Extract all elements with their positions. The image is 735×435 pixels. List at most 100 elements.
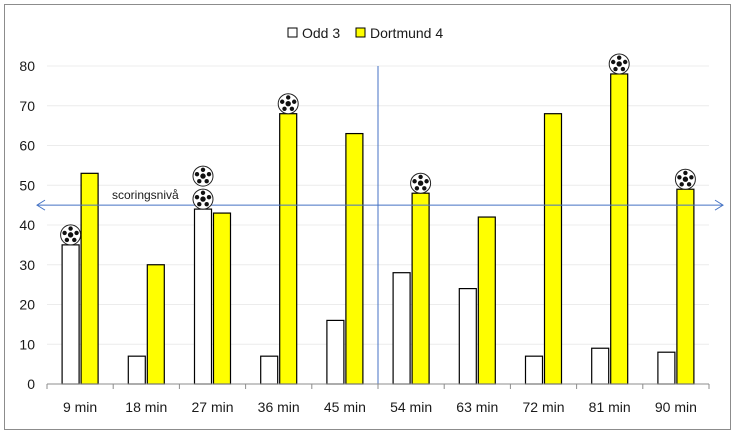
legend-label: Dortmund 4 [370, 25, 443, 41]
bar-dortmund [676, 188, 695, 385]
y-tick-label: 70 [19, 98, 35, 114]
bar-dortmund [477, 216, 496, 385]
bar-odd [326, 319, 345, 385]
x-tick-label: 81 min [589, 399, 631, 415]
x-tick-label: 18 min [125, 399, 167, 415]
soccer-ball-icon [608, 53, 630, 75]
ball-patch [280, 99, 285, 104]
arrow-left-icon [36, 199, 46, 211]
ball-patch [611, 59, 616, 65]
ball-patch [286, 95, 291, 100]
bar-odd [193, 208, 213, 385]
ball-patch [194, 194, 200, 200]
ball-patch [204, 201, 209, 207]
soccer-ball-icon [192, 165, 214, 187]
axes [46, 383, 710, 389]
ball-patch [74, 230, 79, 236]
legend: Odd 3 Dortmund 4 [287, 25, 443, 41]
bar-dortmund [345, 132, 364, 385]
ball-patch [282, 106, 287, 111]
bar-odd [524, 355, 544, 385]
bars [61, 73, 695, 385]
ball-patch [289, 106, 295, 111]
bar-odd [392, 272, 411, 385]
x-tick-label: 90 min [655, 399, 697, 415]
ball-patch [62, 230, 67, 236]
x-tick-label: 63 min [456, 399, 498, 415]
ball-patch [620, 66, 626, 72]
x-tick-label: 45 min [324, 399, 366, 415]
ball-patch [414, 186, 420, 191]
y-tick-label: 30 [19, 257, 35, 273]
y-tick-label: 60 [19, 138, 35, 154]
arrow-right-icon [714, 199, 724, 211]
y-tick-label: 40 [19, 217, 35, 233]
ball-patch [689, 175, 694, 180]
ball-patch [424, 179, 429, 184]
ball-patch [200, 196, 206, 202]
x-tick-labels: 9 min 18 min 27 min 36 min 45 min 54 min 63 mi… [63, 399, 697, 415]
ball-patch [64, 237, 70, 243]
ball-patch [617, 55, 622, 60]
x-tick-label: 36 min [258, 399, 300, 415]
ball-patch [679, 182, 684, 187]
ball-patch [197, 201, 202, 207]
ball-patch [613, 66, 618, 72]
ball-patch [677, 175, 682, 180]
bar-odd [61, 244, 80, 385]
ball-patch [616, 61, 622, 67]
ball-patch [291, 99, 297, 104]
bar-dortmund [543, 113, 563, 385]
ball-patch [418, 174, 423, 180]
y-tick-label: 20 [19, 297, 35, 313]
reference-line-label: scoringsnivå [112, 188, 179, 202]
soccer-ball-icon [192, 188, 214, 210]
legend-swatch [355, 27, 366, 38]
ball-patch [206, 194, 212, 200]
y-tick-label: 10 [19, 336, 35, 352]
x-tick-label: 72 min [522, 399, 564, 415]
soccer-ball-icon [674, 168, 696, 190]
legend-label: Odd 3 [302, 25, 340, 41]
bar-odd [657, 351, 676, 385]
ball-patch [683, 170, 688, 176]
ball-patch [686, 182, 692, 187]
bar-odd [127, 355, 146, 385]
ball-patch [682, 176, 689, 182]
ball-patch [68, 226, 73, 231]
ball-patch [194, 171, 200, 177]
soccer-ball-icon [277, 93, 299, 115]
ball-patch [622, 59, 628, 65]
y-tick-label: 80 [19, 58, 35, 74]
y-tick-label: 0 [27, 376, 35, 392]
bar-dortmund [411, 192, 430, 385]
ball-patch [204, 178, 209, 184]
x-tick-label: 27 min [191, 399, 233, 415]
bar-dortmund [610, 73, 629, 385]
bar-odd [458, 288, 477, 385]
x-tick-label: 9 min [63, 399, 97, 415]
ball-patch [200, 167, 206, 172]
ball-patch [417, 180, 424, 186]
ball-patch [412, 179, 417, 184]
ball-patch [206, 171, 212, 177]
soccer-ball-icon [410, 172, 432, 194]
ball-patch [72, 237, 77, 243]
bar-dortmund [212, 212, 232, 385]
scoring-level-line: scoringsnivå [36, 188, 724, 211]
bar-odd [591, 347, 610, 385]
ball-patch [67, 232, 74, 238]
bar-dortmund [146, 264, 165, 385]
ball-patch [422, 186, 427, 191]
bar-odd [260, 355, 279, 385]
y-tick-label: 50 [19, 177, 35, 193]
x-tick-label: 54 min [390, 399, 432, 415]
legend-swatch [287, 27, 298, 38]
y-tick-labels: 0 10 20 30 40 50 60 70 80 [19, 58, 35, 392]
ball-patch [200, 173, 206, 179]
ball-patch [197, 178, 202, 184]
bar-chart: 0 10 20 30 40 50 60 70 80 9 min 18 min 27 min 36 mi… [19, 25, 724, 415]
ball-patch [285, 101, 291, 107]
bar-dortmund [279, 113, 298, 385]
chart-frame: 0 10 20 30 40 50 60 70 80 9 min 18 min 27 min 36 mi… [4, 4, 731, 430]
